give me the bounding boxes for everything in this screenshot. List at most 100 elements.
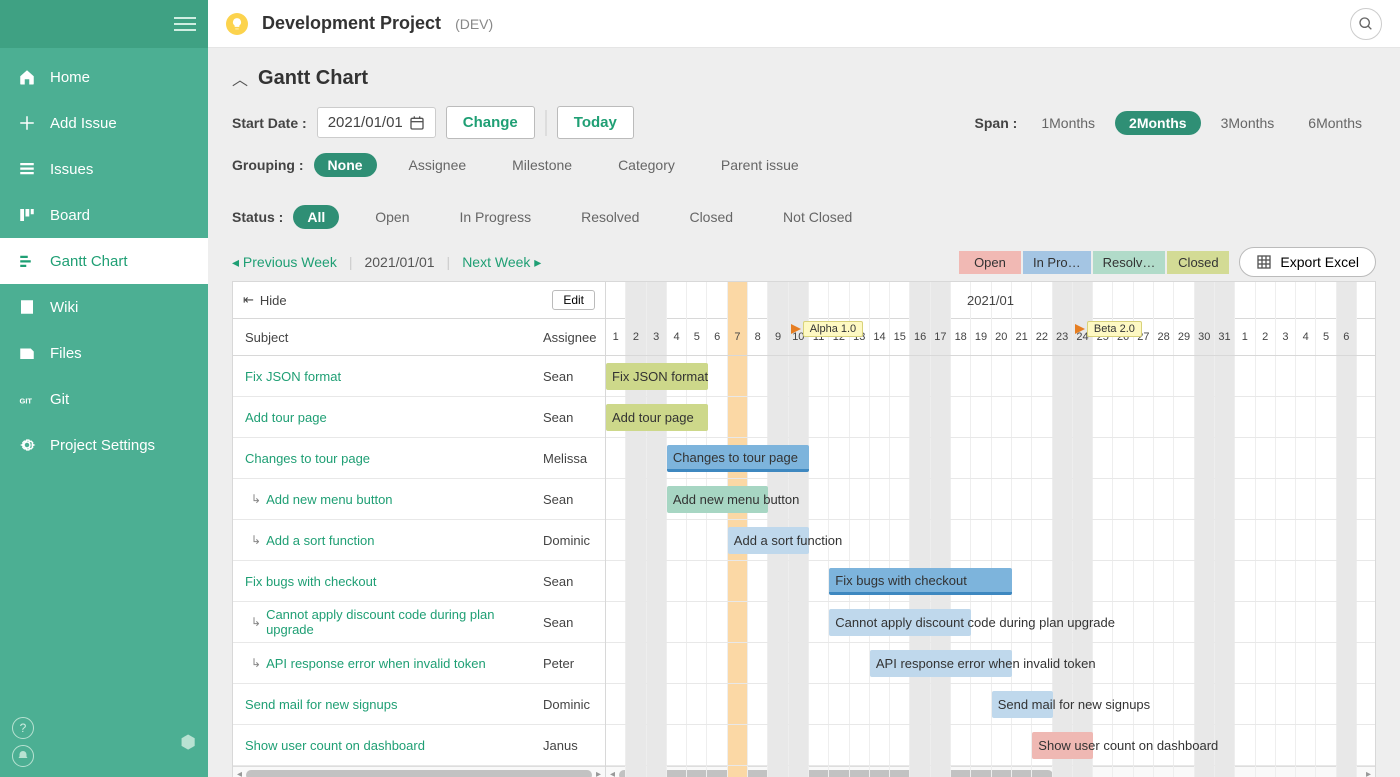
- day-cell: [870, 397, 890, 437]
- sidebar-item-label: Wiki: [50, 299, 78, 316]
- day-cell: [1296, 684, 1316, 724]
- child-indicator-icon: ↳: [251, 533, 261, 547]
- day-cell: [910, 397, 930, 437]
- search-button[interactable]: [1350, 8, 1382, 40]
- status-option-all[interactable]: All: [293, 205, 339, 229]
- day-cell: [1174, 643, 1194, 683]
- day-cell: [1235, 356, 1255, 396]
- plus-icon: [18, 114, 36, 132]
- next-week-link[interactable]: Next Week ▸: [462, 254, 541, 271]
- day-cell: [606, 479, 626, 519]
- today-button[interactable]: Today: [557, 106, 634, 139]
- menu-toggle-icon[interactable]: [174, 17, 196, 31]
- sidebar-item-home[interactable]: Home: [0, 54, 208, 100]
- task-subject[interactable]: ↳Add a sort function: [233, 533, 543, 548]
- span-option-6Months[interactable]: 6Months: [1294, 111, 1376, 135]
- edit-button[interactable]: Edit: [552, 290, 595, 310]
- day-cell: [1093, 479, 1113, 519]
- task-subject[interactable]: ↳Add new menu button: [233, 492, 543, 507]
- status-option-closed[interactable]: Closed: [675, 205, 747, 229]
- day-cell: [1195, 479, 1215, 519]
- left-scrollbar[interactable]: ◂ ▸: [233, 766, 605, 777]
- legend-resolv: Resolv…: [1093, 251, 1166, 274]
- grouping-option-milestone[interactable]: Milestone: [498, 153, 586, 177]
- grouping-option-none[interactable]: None: [314, 153, 377, 177]
- gantt-bar[interactable]: API response error when invalid token: [870, 650, 1012, 677]
- start-date-input[interactable]: 2021/01/01: [317, 107, 436, 138]
- task-subject[interactable]: Show user count on dashboard: [233, 738, 543, 753]
- gantt-bar[interactable]: Add new menu button: [667, 486, 769, 513]
- export-excel-button[interactable]: Export Excel: [1239, 247, 1376, 277]
- span-option-1Months[interactable]: 1Months: [1027, 111, 1109, 135]
- day-cell: 17: [931, 319, 951, 355]
- day-cell: [748, 397, 768, 437]
- sidebar-item-label: Board: [50, 207, 90, 224]
- task-subject[interactable]: Add tour page: [233, 410, 543, 425]
- toolbar-row-2: Grouping : NoneAssigneeMilestoneCategory…: [232, 153, 1376, 229]
- span-option-3Months[interactable]: 3Months: [1207, 111, 1289, 135]
- android-icon[interactable]: ⬢: [180, 732, 196, 753]
- task-assignee: Sean: [543, 615, 605, 630]
- milestone-flag[interactable]: Beta 2.0: [1075, 321, 1142, 337]
- day-cell: [789, 561, 809, 601]
- day-cell: [748, 602, 768, 642]
- day-cell: [789, 684, 809, 724]
- status-option-resolved[interactable]: Resolved: [567, 205, 653, 229]
- milestone-flag[interactable]: Alpha 1.0: [791, 321, 863, 337]
- task-subject[interactable]: Fix bugs with checkout: [233, 574, 543, 589]
- gantt-bar[interactable]: Changes to tour page: [667, 445, 809, 472]
- day-cell: [707, 397, 727, 437]
- task-assignee: Sean: [543, 492, 605, 507]
- span-option-2Months[interactable]: 2Months: [1115, 111, 1201, 135]
- day-cell: [1053, 356, 1073, 396]
- grouping-option-assignee[interactable]: Assignee: [395, 153, 481, 177]
- prev-week-link[interactable]: ◂ Previous Week: [232, 254, 337, 271]
- notifications-icon[interactable]: [12, 745, 34, 767]
- help-icon[interactable]: ?: [12, 717, 34, 739]
- day-cell: 29: [1174, 319, 1194, 355]
- sidebar-item-issues[interactable]: Issues: [0, 146, 208, 192]
- sidebar-item-label: Gantt Chart: [50, 253, 128, 270]
- grouping-option-category[interactable]: Category: [604, 153, 689, 177]
- gantt-bar[interactable]: Cannot apply discount code during plan u…: [829, 609, 971, 636]
- sidebar-item-label: Home: [50, 69, 90, 86]
- gantt-bar[interactable]: Add a sort function: [728, 527, 809, 554]
- day-cell: [707, 561, 727, 601]
- gantt-bar[interactable]: Send mail for new signups: [992, 691, 1053, 718]
- gantt-bar[interactable]: Fix JSON format: [606, 363, 708, 390]
- sidebar-item-board[interactable]: Board: [0, 192, 208, 238]
- day-cell: [707, 725, 727, 765]
- collapse-icon[interactable]: ︿: [232, 66, 248, 90]
- sidebar-item-gantt-chart[interactable]: Gantt Chart: [0, 238, 208, 284]
- sidebar-item-files[interactable]: Files: [0, 330, 208, 376]
- sidebar-item-git[interactable]: GITGit: [0, 376, 208, 422]
- change-button[interactable]: Change: [446, 106, 535, 139]
- gantt-bar[interactable]: Add tour page: [606, 404, 708, 431]
- day-cell: [1174, 356, 1194, 396]
- day-cell: [626, 602, 646, 642]
- day-cell: [890, 356, 910, 396]
- day-cell: [1316, 520, 1336, 560]
- hide-panel-button[interactable]: ⇤ Hide: [243, 292, 287, 308]
- day-cell: [1154, 397, 1174, 437]
- span-label: Span :: [975, 115, 1018, 131]
- sidebar-item-wiki[interactable]: Wiki: [0, 284, 208, 330]
- day-cell: [647, 520, 667, 560]
- day-cell: [1195, 602, 1215, 642]
- task-subject[interactable]: Send mail for new signups: [233, 697, 543, 712]
- status-option-not-closed[interactable]: Not Closed: [769, 205, 866, 229]
- sidebar-item-project-settings[interactable]: Project Settings: [0, 422, 208, 468]
- status-option-open[interactable]: Open: [361, 205, 423, 229]
- status-option-in-progress[interactable]: In Progress: [445, 205, 545, 229]
- task-subject[interactable]: Changes to tour page: [233, 451, 543, 466]
- day-cell: [1337, 397, 1357, 437]
- task-subject[interactable]: ↳API response error when invalid token: [233, 656, 543, 671]
- task-subject[interactable]: Fix JSON format: [233, 369, 543, 384]
- sidebar-item-add-issue[interactable]: Add Issue: [0, 100, 208, 146]
- day-cell: [768, 561, 788, 601]
- task-subject[interactable]: ↳Cannot apply discount code during plan …: [233, 607, 543, 637]
- gantt-bar[interactable]: Show user count on dashboard: [1032, 732, 1093, 759]
- gantt-bar[interactable]: Fix bugs with checkout: [829, 568, 1012, 595]
- task-assignee: Dominic: [543, 697, 605, 712]
- grouping-option-parent-issue[interactable]: Parent issue: [707, 153, 813, 177]
